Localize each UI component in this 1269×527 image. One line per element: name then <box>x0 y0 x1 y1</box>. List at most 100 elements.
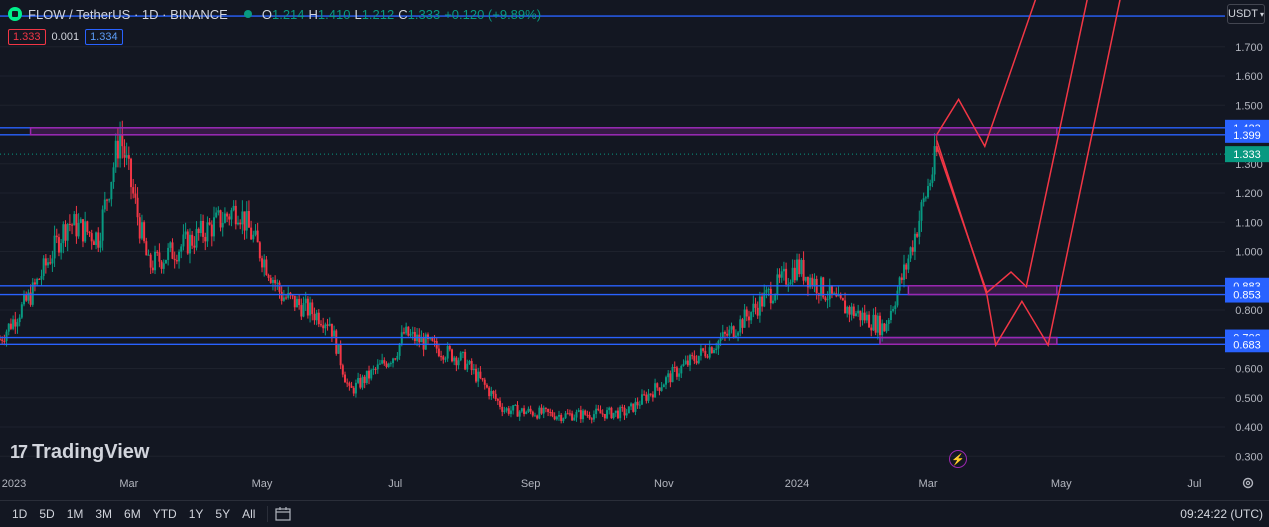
candle-body <box>25 294 28 301</box>
candle-body <box>789 282 792 285</box>
candle-body <box>750 312 753 321</box>
range-1y[interactable]: 1Y <box>188 507 204 521</box>
gear-icon[interactable] <box>1241 476 1255 490</box>
candle-body <box>691 355 694 357</box>
candle-body <box>743 309 746 328</box>
candle-body <box>328 323 331 326</box>
price-tick-label: 0.800 <box>1235 305 1263 317</box>
symbol-title[interactable]: FLOW / TetherUS · 1D · BINANCE <box>28 6 228 22</box>
candle-body <box>756 307 759 316</box>
candle-body <box>40 276 43 280</box>
candle-body <box>237 222 240 225</box>
candle-body <box>870 327 873 331</box>
time-axis[interactable]: 2023 Mar May Jul Sep Nov 2024 Mar May Jul <box>0 470 1225 498</box>
buy-button[interactable]: 1.334 <box>85 29 123 45</box>
candle-body <box>499 400 502 407</box>
range-1d[interactable]: 1D <box>12 507 28 521</box>
candle-body <box>645 394 648 401</box>
range-6m[interactable]: 6M <box>124 507 141 521</box>
candle-body <box>418 334 421 343</box>
price-axis[interactable]: 1.7001.6001.5001.3001.2001.1001.0000.800… <box>1225 0 1269 468</box>
candle-body <box>603 413 606 419</box>
currency-button[interactable]: USDT ▾ <box>1227 4 1265 24</box>
rectangle-zone[interactable] <box>907 285 1058 296</box>
candle-body <box>42 258 45 277</box>
candle-body <box>643 394 646 396</box>
candle-body <box>671 367 674 383</box>
candle-body <box>112 167 115 183</box>
candle-body <box>745 309 748 317</box>
candle-body <box>151 267 154 271</box>
price-chart[interactable] <box>0 0 1225 468</box>
candle-body <box>352 387 355 394</box>
candle-body <box>18 317 21 323</box>
candle-body <box>149 254 152 268</box>
market-status-icon[interactable] <box>243 10 252 18</box>
candle-body <box>708 347 711 358</box>
calendar-icon[interactable] <box>274 506 292 522</box>
candle-body <box>475 368 478 382</box>
candle-body <box>555 416 558 420</box>
candle-body <box>684 360 687 364</box>
candle-body <box>656 383 659 388</box>
range-all[interactable]: All <box>242 507 256 521</box>
range-1m[interactable]: 1M <box>66 507 84 521</box>
candle-body <box>523 408 526 415</box>
candle-body <box>350 385 353 388</box>
candle-body <box>697 355 700 364</box>
candle-body <box>125 155 128 158</box>
candle-body <box>81 219 84 242</box>
range-5y[interactable]: 5Y <box>215 507 231 521</box>
range-ytd[interactable]: YTD <box>152 507 177 521</box>
candle-body <box>562 418 565 422</box>
time-tick-label: 2023 <box>2 478 26 490</box>
bottom-toolbar: 1D 5D 1M 3M 6M YTD 1Y 5Y All 09:24:22 (U… <box>0 500 1269 527</box>
tradingview-watermark[interactable]: 17 TradingView <box>10 441 149 464</box>
candle-body <box>780 271 783 278</box>
candle-body <box>649 393 652 395</box>
candle-body <box>538 407 541 419</box>
candle-body <box>324 324 327 329</box>
range-3m[interactable]: 3M <box>95 507 113 521</box>
candle-body <box>162 263 165 269</box>
projection-path[interactable] <box>936 0 1090 294</box>
candle-body <box>844 300 847 314</box>
rectangle-zone[interactable] <box>29 127 1058 136</box>
chart-pane[interactable]: FLOW / TetherUS · 1D · BINANCE O1.214 H1… <box>0 0 1225 468</box>
candle-body <box>887 320 890 324</box>
projection-path[interactable] <box>936 0 1040 149</box>
range-5d[interactable]: 5D <box>39 507 55 521</box>
candle-body <box>215 212 218 218</box>
price-tick-label: 0.300 <box>1235 451 1263 463</box>
sell-button[interactable]: 1.333 <box>8 29 46 45</box>
candle-body <box>184 231 187 235</box>
candle-body <box>258 242 261 259</box>
candle-body <box>136 197 139 218</box>
candle-body <box>333 330 336 337</box>
candle-body <box>348 383 351 386</box>
candle-body <box>651 394 654 398</box>
candle-body <box>774 294 777 301</box>
candle-body <box>385 363 388 367</box>
candle-body <box>675 367 678 377</box>
candle-body <box>470 360 473 371</box>
candle-body <box>114 140 117 168</box>
candle-body <box>97 232 100 248</box>
candle-body <box>739 319 742 333</box>
price-tick-label: 1.000 <box>1235 247 1263 259</box>
rectangle-zone[interactable] <box>879 336 1058 346</box>
candle-body <box>409 333 412 336</box>
candle-body <box>442 356 445 360</box>
price-tick-label: 1.500 <box>1235 100 1263 112</box>
high-label: H <box>308 6 318 22</box>
ohlc-values: O1.214 H1.410 L1.212 C1.333 +0.120 (+9.8… <box>262 7 541 22</box>
candle-body <box>276 282 279 284</box>
event-bolt-icon[interactable]: ⚡ <box>949 450 967 468</box>
candle-body <box>496 398 499 401</box>
candle-body <box>813 278 816 287</box>
candle-body <box>374 368 377 370</box>
open-value: 1.214 <box>271 6 305 22</box>
projection-path[interactable] <box>936 0 1123 348</box>
utc-clock[interactable]: 09:24:22 (UTC) <box>1180 507 1263 521</box>
candle-body <box>782 268 785 272</box>
